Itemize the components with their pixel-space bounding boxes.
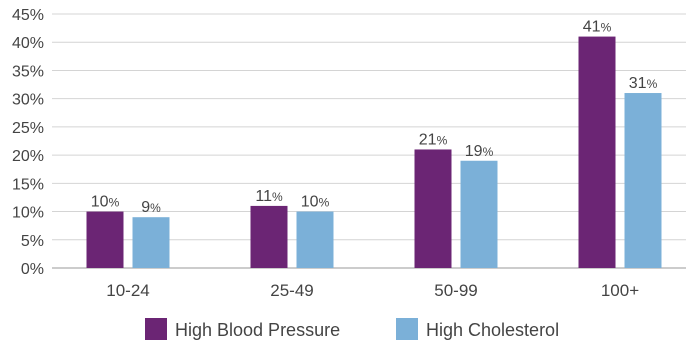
legend-swatch <box>396 318 418 340</box>
y-tick-label: 35% <box>12 63 44 80</box>
y-axis-ticks: 0% 5% 10% 15% 20% 25% 30% 35% 40% 45% <box>12 7 44 278</box>
data-label: 19% <box>465 143 494 160</box>
y-tick-label: 40% <box>12 35 44 52</box>
bars <box>86 36 662 269</box>
bar-high-blood-pressure-25-49 <box>250 205 288 268</box>
data-label: 21% <box>419 131 448 148</box>
x-tick-label: 100+ <box>601 281 639 300</box>
legend-label: High Blood Pressure <box>175 320 340 340</box>
x-tick-label: 25-49 <box>270 281 313 300</box>
y-tick-label: 0% <box>21 261 44 278</box>
bar-high-blood-pressure-50-99 <box>414 149 452 268</box>
y-tick-label: 20% <box>12 148 44 165</box>
x-tick-label: 50-99 <box>434 281 477 300</box>
legend-swatch <box>145 318 167 340</box>
data-label: 11% <box>255 188 283 205</box>
y-tick-label: 30% <box>12 92 44 109</box>
legend-label: High Cholesterol <box>426 320 559 340</box>
bar-high-cholesterol-100+ <box>624 93 662 269</box>
bar-high-cholesterol-10-24 <box>132 217 170 268</box>
legend: High Blood Pressure High Cholesterol <box>145 318 559 340</box>
data-label: 31% <box>629 75 658 92</box>
y-tick-label: 5% <box>21 233 44 250</box>
data-label: 9% <box>141 199 161 216</box>
y-tick-label: 25% <box>12 120 44 137</box>
y-tick-label: 15% <box>12 176 44 193</box>
y-tick-label: 45% <box>12 7 44 24</box>
y-tick-label: 10% <box>12 205 44 222</box>
data-labels: 10% 9% 11% 10% 21% 19% 41% 31% <box>91 19 658 217</box>
data-label: 10% <box>301 194 330 211</box>
data-label: 41% <box>583 19 612 36</box>
x-tick-label: 10-24 <box>106 281 149 300</box>
bar-high-cholesterol-50-99 <box>460 160 498 268</box>
data-label: 10% <box>91 194 120 211</box>
x-axis-ticks: 10-24 25-49 50-99 100+ <box>106 281 639 300</box>
bar-high-blood-pressure-100+ <box>578 36 616 269</box>
bar-high-blood-pressure-10-24 <box>86 211 124 268</box>
bar-high-cholesterol-25-49 <box>296 211 334 268</box>
